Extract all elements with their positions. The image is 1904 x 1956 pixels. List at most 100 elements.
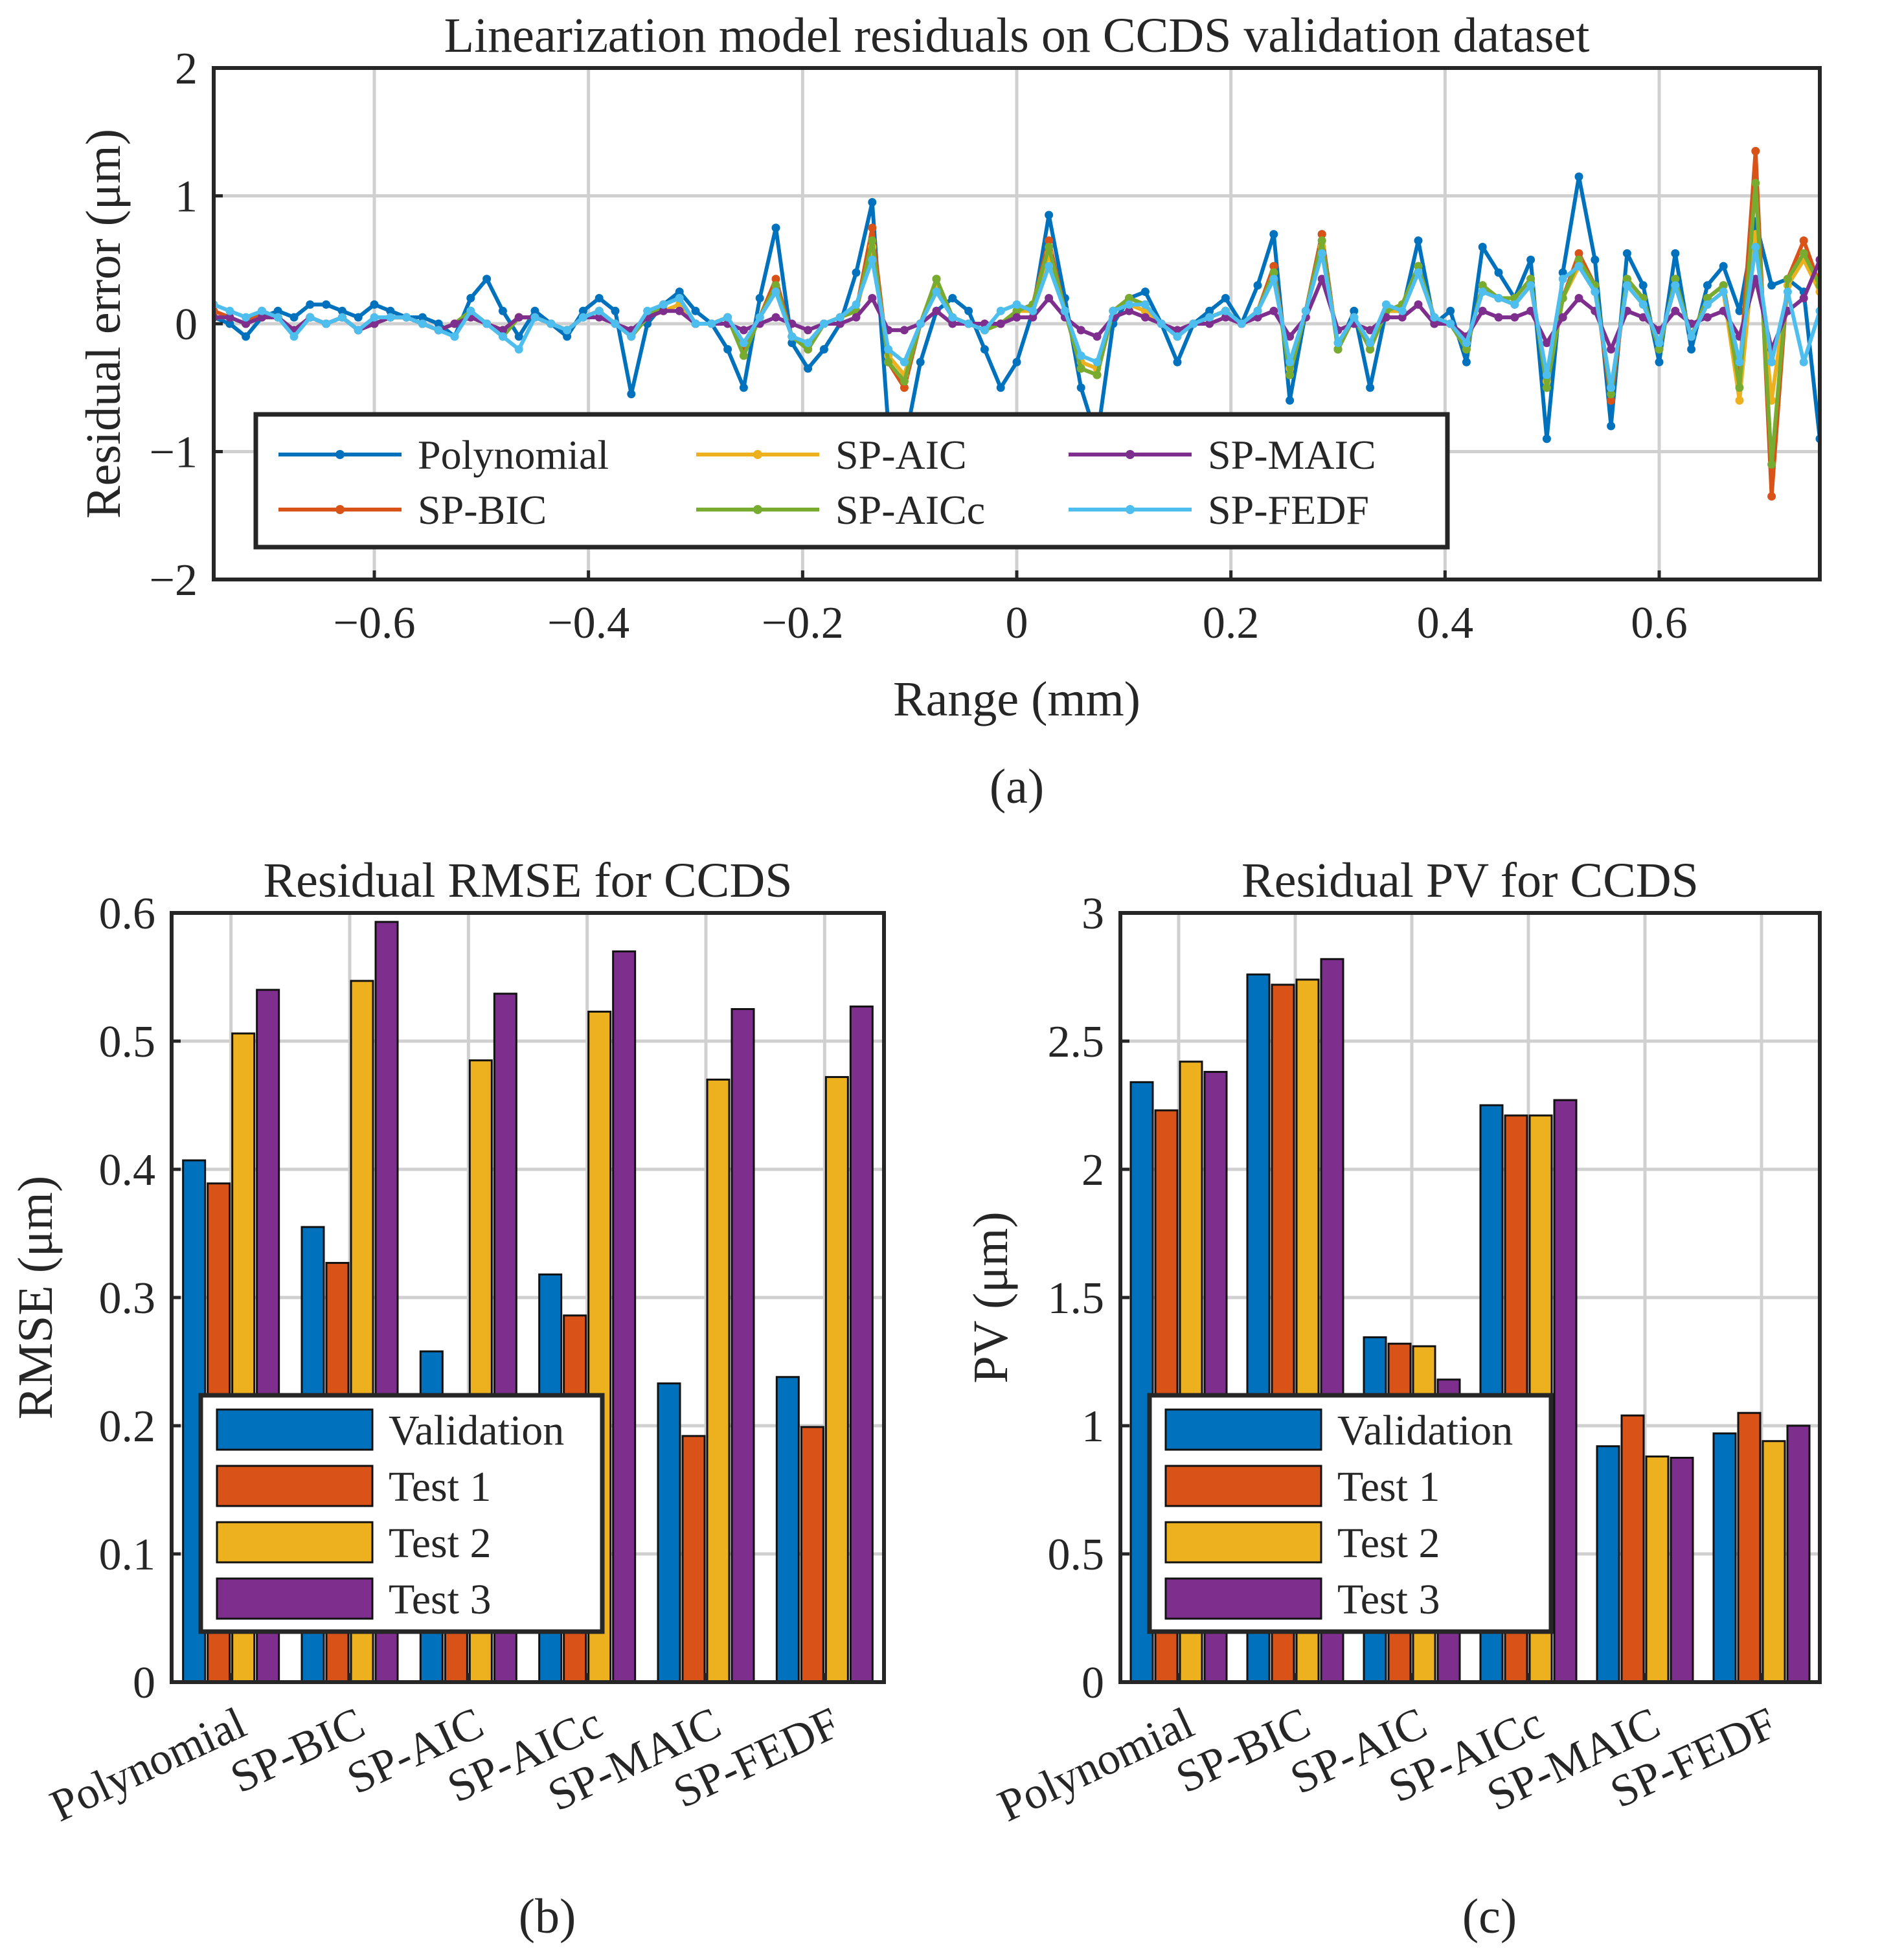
data-point-polynomial [386,306,395,315]
data-point-sp-fedf [1237,319,1246,328]
bar-test-1-sp-maic [1620,1414,1645,1683]
data-point-polynomial [1414,236,1423,245]
data-point-sp-maic [804,326,813,335]
data-point-sp-fedf [418,319,427,328]
legend-label-test-2: Test 2 [389,1520,492,1567]
data-point-polynomial [482,275,492,284]
data-point-polynomial [1526,255,1536,264]
legend-label-polynomial: Polynomial [418,432,609,478]
data-point-sp-maic [852,313,861,322]
data-point-polynomial [466,294,475,302]
x-tick-label: Polynomial [43,1698,253,1832]
data-point-sp-fedf [1783,287,1792,297]
data-point-polynomial [948,294,957,302]
data-point-sp-maic [257,313,266,322]
legend-label-sp-aic: SP-AIC [835,432,967,478]
panel-a-line-chart: −0.6 −0.4 −0.2 0 0.2 0.4 0.6 −2 −1 0 1 2 Linearizati… [76,8,1822,814]
data-point-polynomial [289,313,299,322]
x-tick-label: −0.4 [547,598,629,648]
data-point-polynomial [819,345,828,354]
data-point-sp-fedf [242,313,251,322]
data-point-sp-fedf [1301,306,1310,315]
bar-test-2-sp-fedf [824,1075,849,1683]
data-point-polynomial [1607,422,1616,431]
data-point-sp-fedf [1012,300,1021,309]
legend-box [253,412,1450,550]
y-tick-label: −2 [150,556,198,605]
data-point-sp-fedf [1638,300,1648,309]
y-tick-label: 0.3 [99,1274,156,1323]
data-point-sp-aicc [1622,275,1631,284]
data-point-polynomial [1221,294,1230,302]
data-point-sp-aicc [1607,390,1616,399]
legend-label-sp-aicc: SP-AICc [835,487,985,533]
data-point-polynomial [964,306,973,315]
y-tick-label: 0.5 [1048,1530,1105,1580]
bar-validation-sp-maic [1596,1445,1620,1683]
data-point-polynomial [996,383,1005,392]
data-point-sp-fedf [643,306,652,315]
data-point-sp-fedf [482,319,492,328]
data-point-polynomial [1719,262,1728,271]
x-tick-label: SP-BIC [223,1698,372,1803]
data-point-sp-maic [1076,326,1085,335]
x-tick-label: SP-BIC [1169,1698,1318,1803]
data-point-polynomial [354,313,363,322]
panel-c-pv-bar-chart: 00.511.522.53PolynomialSP-BICSP-AICSP-AI… [964,853,1822,1944]
data-point-sp-fedf [1045,262,1054,271]
data-point-sp-maic [370,319,379,328]
data-point-polynomial [1173,357,1182,366]
data-point-sp-fedf [578,313,587,322]
data-point-sp-fedf [1430,313,1439,322]
bar-test-3-sp-maic [1670,1457,1694,1683]
data-point-sp-fedf [1414,268,1423,277]
data-point-polynomial [1655,357,1664,366]
data-point-sp-fedf [1622,281,1631,290]
data-point-sp-maic [1221,313,1230,322]
data-point-polynomial [1045,210,1054,219]
data-point-sp-fedf [755,313,764,322]
data-point-sp-maic [835,319,844,328]
data-point-sp-aic [1735,396,1744,405]
y-axis-label: RMSE (μm) [8,1176,63,1419]
data-point-sp-aicc [739,351,748,360]
y-tick-label: 0.2 [99,1402,156,1452]
data-point-polynomial [1671,249,1680,258]
data-point-sp-fedf [1526,281,1536,290]
data-point-sp-fedf [1317,249,1326,258]
y-tick-label: 0.6 [99,889,156,939]
chart-title: Linearization model residuals on CCDS va… [444,8,1590,63]
data-point-sp-aicc [1478,281,1487,290]
data-point-sp-fedf [788,332,797,341]
data-point-sp-fedf [1398,306,1407,315]
data-point-sp-fedf [884,345,893,354]
data-point-sp-fedf [691,319,700,328]
data-point-sp-fedf [1060,306,1069,315]
data-point-sp-fedf [289,332,299,341]
data-point-polynomial [1542,434,1551,444]
data-point-sp-fedf [611,319,620,328]
data-point-sp-bic [1045,236,1054,245]
data-point-sp-fedf [1462,339,1471,348]
data-point-sp-fedf [1751,243,1760,251]
data-point-sp-maic [450,319,459,328]
data-point-polynomial [980,345,989,354]
data-point-sp-aicc [1542,383,1551,392]
data-point-sp-fedf [1286,357,1295,366]
data-point-sp-fedf [337,313,346,322]
data-point-sp-fedf [273,313,282,322]
bar-test-2-sp-fedf [1762,1440,1786,1683]
x-tick-label: −0.6 [334,598,416,648]
data-point-sp-fedf [675,294,684,302]
y-tick-label: 1 [175,172,198,222]
legend-label-validation: Validation [1337,1407,1513,1454]
data-point-sp-aicc [1414,262,1423,271]
data-point-sp-fedf [771,287,780,297]
panel-caption: (b) [519,1889,576,1944]
data-point-sp-fedf [932,287,941,297]
data-point-sp-maic [1542,339,1551,348]
data-point-sp-fedf [1269,275,1278,284]
data-point-polynomial [1012,357,1021,366]
data-point-sp-fedf [1703,300,1712,309]
data-point-sp-maic [1012,313,1021,322]
